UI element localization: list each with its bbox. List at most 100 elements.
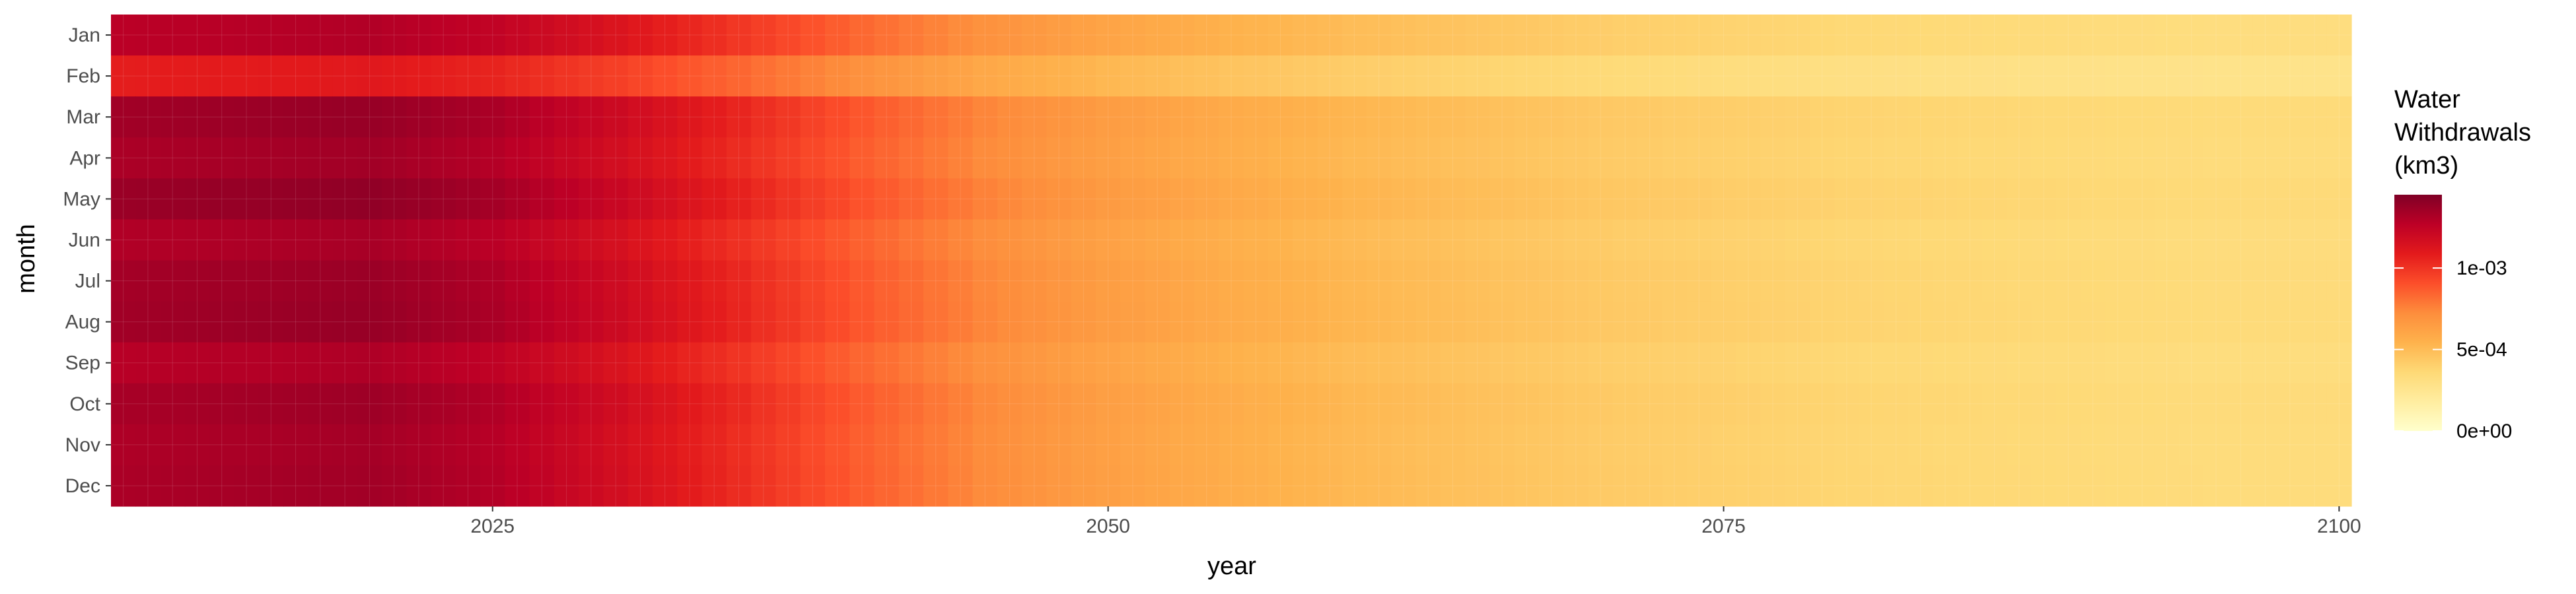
heatmap-cell [1982, 96, 2007, 138]
heatmap-cell [1883, 465, 1909, 507]
heatmap-cell [455, 342, 481, 384]
heatmap-cell [1095, 55, 1121, 97]
heatmap-cell [1637, 383, 1663, 425]
heatmap-cell [1465, 137, 1490, 179]
heatmap-cell [209, 465, 234, 507]
heatmap-cell [406, 465, 432, 507]
heatmap-cell [1785, 465, 1810, 507]
heatmap-cell [1785, 137, 1810, 179]
heatmap-cell [1071, 178, 1096, 220]
heatmap-cell [948, 219, 974, 261]
heatmap-cell [1809, 342, 1835, 384]
heatmap-cell [1071, 342, 1096, 384]
heatmap-cell [701, 465, 727, 507]
heatmap-cell [1637, 219, 1663, 261]
heatmap-cell [1933, 219, 1958, 261]
heatmap-cell [529, 424, 555, 466]
heatmap-cell [382, 301, 407, 343]
heatmap-cell [627, 137, 653, 179]
heatmap-cell [775, 342, 801, 384]
heatmap-cell [2080, 96, 2106, 138]
heatmap-cell [1120, 15, 1146, 56]
heatmap-cell [1317, 219, 1343, 261]
heatmap-cell [1367, 55, 1392, 97]
heatmap-cell [2056, 301, 2081, 343]
heatmap-cell [751, 55, 777, 97]
heatmap-cell [1095, 15, 1121, 56]
heatmap-cell [1489, 260, 1515, 302]
heatmap-cell [1538, 178, 1564, 220]
heatmap-cell [184, 178, 210, 220]
heatmap-cell [382, 260, 407, 302]
heatmap-cell [406, 137, 432, 179]
heatmap-cell [923, 465, 948, 507]
heatmap-cell [677, 465, 703, 507]
heatmap-cell [849, 342, 875, 384]
heatmap-cell [948, 55, 974, 97]
heatmap-cell [1415, 15, 1441, 56]
heatmap-cell [1071, 219, 1096, 261]
heatmap-cell [505, 55, 530, 97]
heatmap-cell [1489, 301, 1515, 343]
heatmap-cell [923, 219, 948, 261]
heatmap-cell [1514, 219, 1540, 261]
heatmap-cell [505, 301, 530, 343]
heatmap-cell [1071, 260, 1096, 302]
heatmap-cell [2203, 424, 2229, 466]
heatmap-cell [1095, 301, 1121, 343]
heatmap-cell [2105, 137, 2131, 179]
heatmap-cell [209, 342, 234, 384]
heatmap-cell [1317, 178, 1343, 220]
heatmap-cell [184, 55, 210, 97]
heatmap-cell [2056, 137, 2081, 179]
heatmap-cell [1933, 137, 1958, 179]
heatmap-cell [2228, 96, 2254, 138]
heatmap-cell [234, 465, 260, 507]
heatmap-cell [1367, 137, 1392, 179]
heatmap-cell [1317, 260, 1343, 302]
heatmap-cell [923, 96, 948, 138]
heatmap-cell [2277, 137, 2303, 179]
heatmap-cell [308, 178, 334, 220]
heatmap-cell [1736, 15, 1761, 56]
heatmap-cell [972, 219, 998, 261]
heatmap-cell [751, 342, 777, 384]
heatmap-cell [2228, 465, 2254, 507]
heatmap-cell [1169, 178, 1195, 220]
heatmap-cell [554, 15, 579, 56]
heatmap-cell [2105, 383, 2131, 425]
heatmap-cell [849, 383, 875, 425]
heatmap-cell [1489, 465, 1515, 507]
heatmap-cell [382, 55, 407, 97]
heatmap-cell [505, 178, 530, 220]
heatmap-cell [2031, 342, 2057, 384]
heatmap-cell [1243, 219, 1269, 261]
heatmap-cell [1908, 96, 1933, 138]
heatmap-cell [1145, 260, 1170, 302]
heatmap-cell [1071, 424, 1096, 466]
heatmap-cell [1194, 219, 1219, 261]
heatmap-cell [382, 424, 407, 466]
heatmap-cell [874, 219, 900, 261]
heatmap-cell [751, 96, 777, 138]
heatmap-cell [1046, 342, 1072, 384]
heatmap-cell [111, 424, 136, 466]
heatmap-cell [653, 15, 678, 56]
heatmap-cell [775, 260, 801, 302]
heatmap-cell [726, 178, 752, 220]
heatmap-cell [1095, 260, 1121, 302]
heatmap-cell [258, 55, 284, 97]
heatmap-cell [627, 219, 653, 261]
heatmap-cell [135, 465, 161, 507]
heatmap-cell [1415, 301, 1441, 343]
heatmap-cell [1169, 424, 1195, 466]
heatmap-cell [160, 178, 186, 220]
heatmap-cell [972, 301, 998, 343]
heatmap-cell [1809, 424, 1835, 466]
heatmap-cell [1219, 96, 1244, 138]
heatmap-cell [455, 15, 481, 56]
heatmap-cell [1834, 137, 1860, 179]
heatmap-cell [1194, 301, 1219, 343]
heatmap-cell [677, 342, 703, 384]
heatmap-cell [1317, 424, 1343, 466]
